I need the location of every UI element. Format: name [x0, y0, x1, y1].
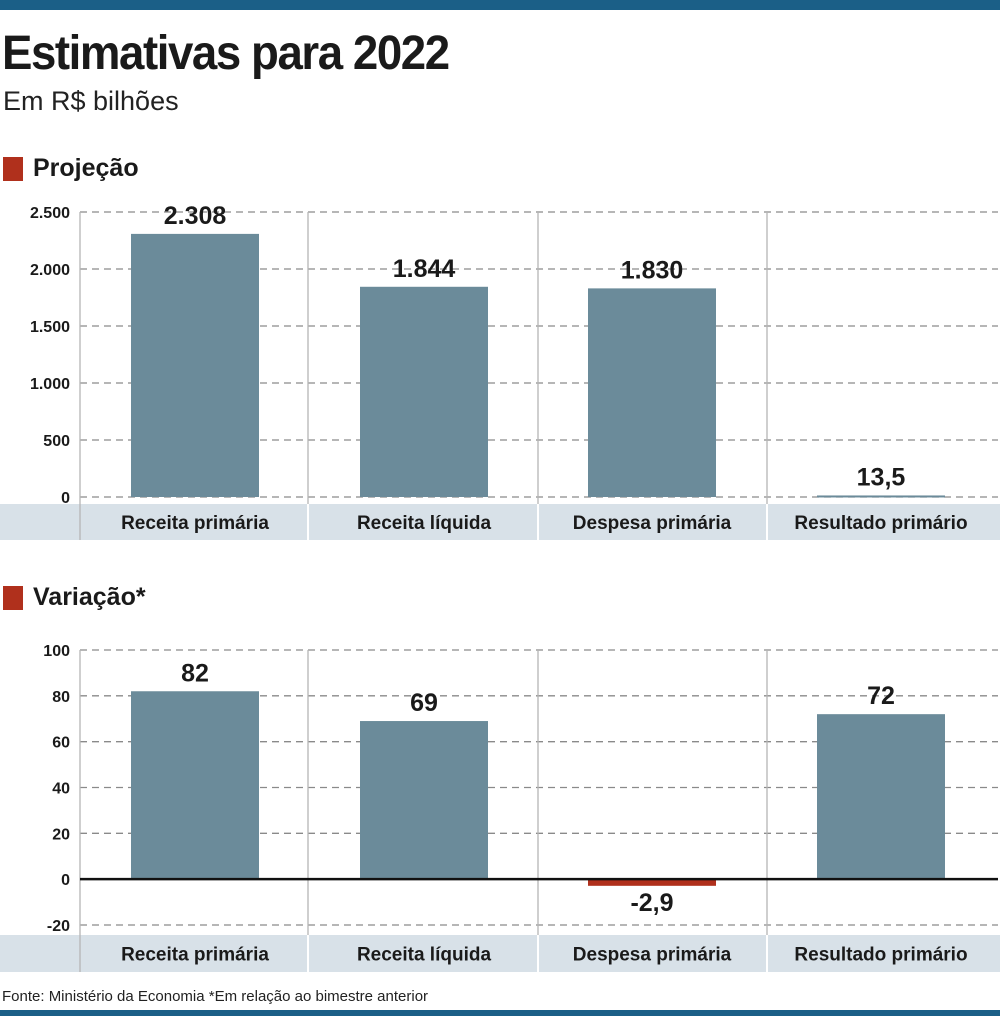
- top-accent-bar: [0, 0, 1000, 10]
- data-label: 1.844: [393, 255, 456, 283]
- y-tick-label: 20: [52, 826, 70, 843]
- footer-source: Fonte: Ministério da Economia *Em relaçã…: [2, 988, 429, 1005]
- bar-1: [131, 233, 259, 497]
- y-tick-label: 0: [61, 872, 70, 889]
- x-category-label: Despesa primária: [573, 513, 732, 534]
- bar-1: [131, 691, 259, 880]
- bar-4: [817, 495, 945, 498]
- y-tick-label: 40: [52, 781, 70, 798]
- y-tick-label: 1.500: [30, 319, 70, 336]
- x-category-label: Receita líquida: [357, 945, 492, 966]
- section-marker: [3, 156, 23, 181]
- bar-3: [588, 879, 716, 886]
- data-label: 82: [181, 659, 209, 687]
- bar-2: [360, 286, 488, 497]
- data-label: 2.308: [164, 202, 227, 230]
- data-label: 1.830: [621, 256, 684, 284]
- data-label: 72: [867, 682, 895, 710]
- y-tick-label: 0: [61, 490, 70, 507]
- bar-2: [360, 721, 488, 880]
- section-title-text: Projeção: [33, 154, 139, 182]
- category-band: [0, 504, 1000, 540]
- section-title-text: Variação*: [33, 583, 146, 611]
- x-category-label: Despesa primária: [573, 945, 732, 966]
- x-category-label: Resultado primário: [794, 513, 967, 534]
- y-tick-label: 2.500: [30, 205, 70, 222]
- y-tick-label: 2.000: [30, 262, 70, 279]
- section-title-variacao: Variação*: [3, 583, 146, 612]
- y-tick-label: 60: [52, 735, 70, 752]
- y-tick-label: 80: [52, 689, 70, 706]
- y-tick-label: 500: [43, 433, 70, 450]
- x-category-label: Receita primária: [121, 513, 269, 534]
- data-label: 13,5: [857, 463, 906, 491]
- y-tick-label: -20: [47, 918, 70, 935]
- data-label: -2,9: [630, 889, 673, 917]
- y-tick-label: 100: [43, 643, 70, 660]
- x-category-label: Resultado primário: [794, 945, 967, 966]
- chart-title: Estimativas para 2022: [2, 27, 450, 80]
- x-category-label: Receita primária: [121, 945, 269, 966]
- bar-3: [588, 288, 716, 497]
- category-band: [0, 935, 1000, 972]
- data-label: 69: [410, 689, 438, 717]
- section-marker: [3, 585, 23, 610]
- bottom-accent-bar: [0, 1010, 1000, 1016]
- bar-4: [817, 714, 945, 880]
- chart-subtitle: Em R$ bilhões: [3, 86, 179, 116]
- section-title-projecao: Projeção: [3, 154, 139, 183]
- y-tick-label: 1.000: [30, 376, 70, 393]
- x-category-label: Receita líquida: [357, 513, 492, 534]
